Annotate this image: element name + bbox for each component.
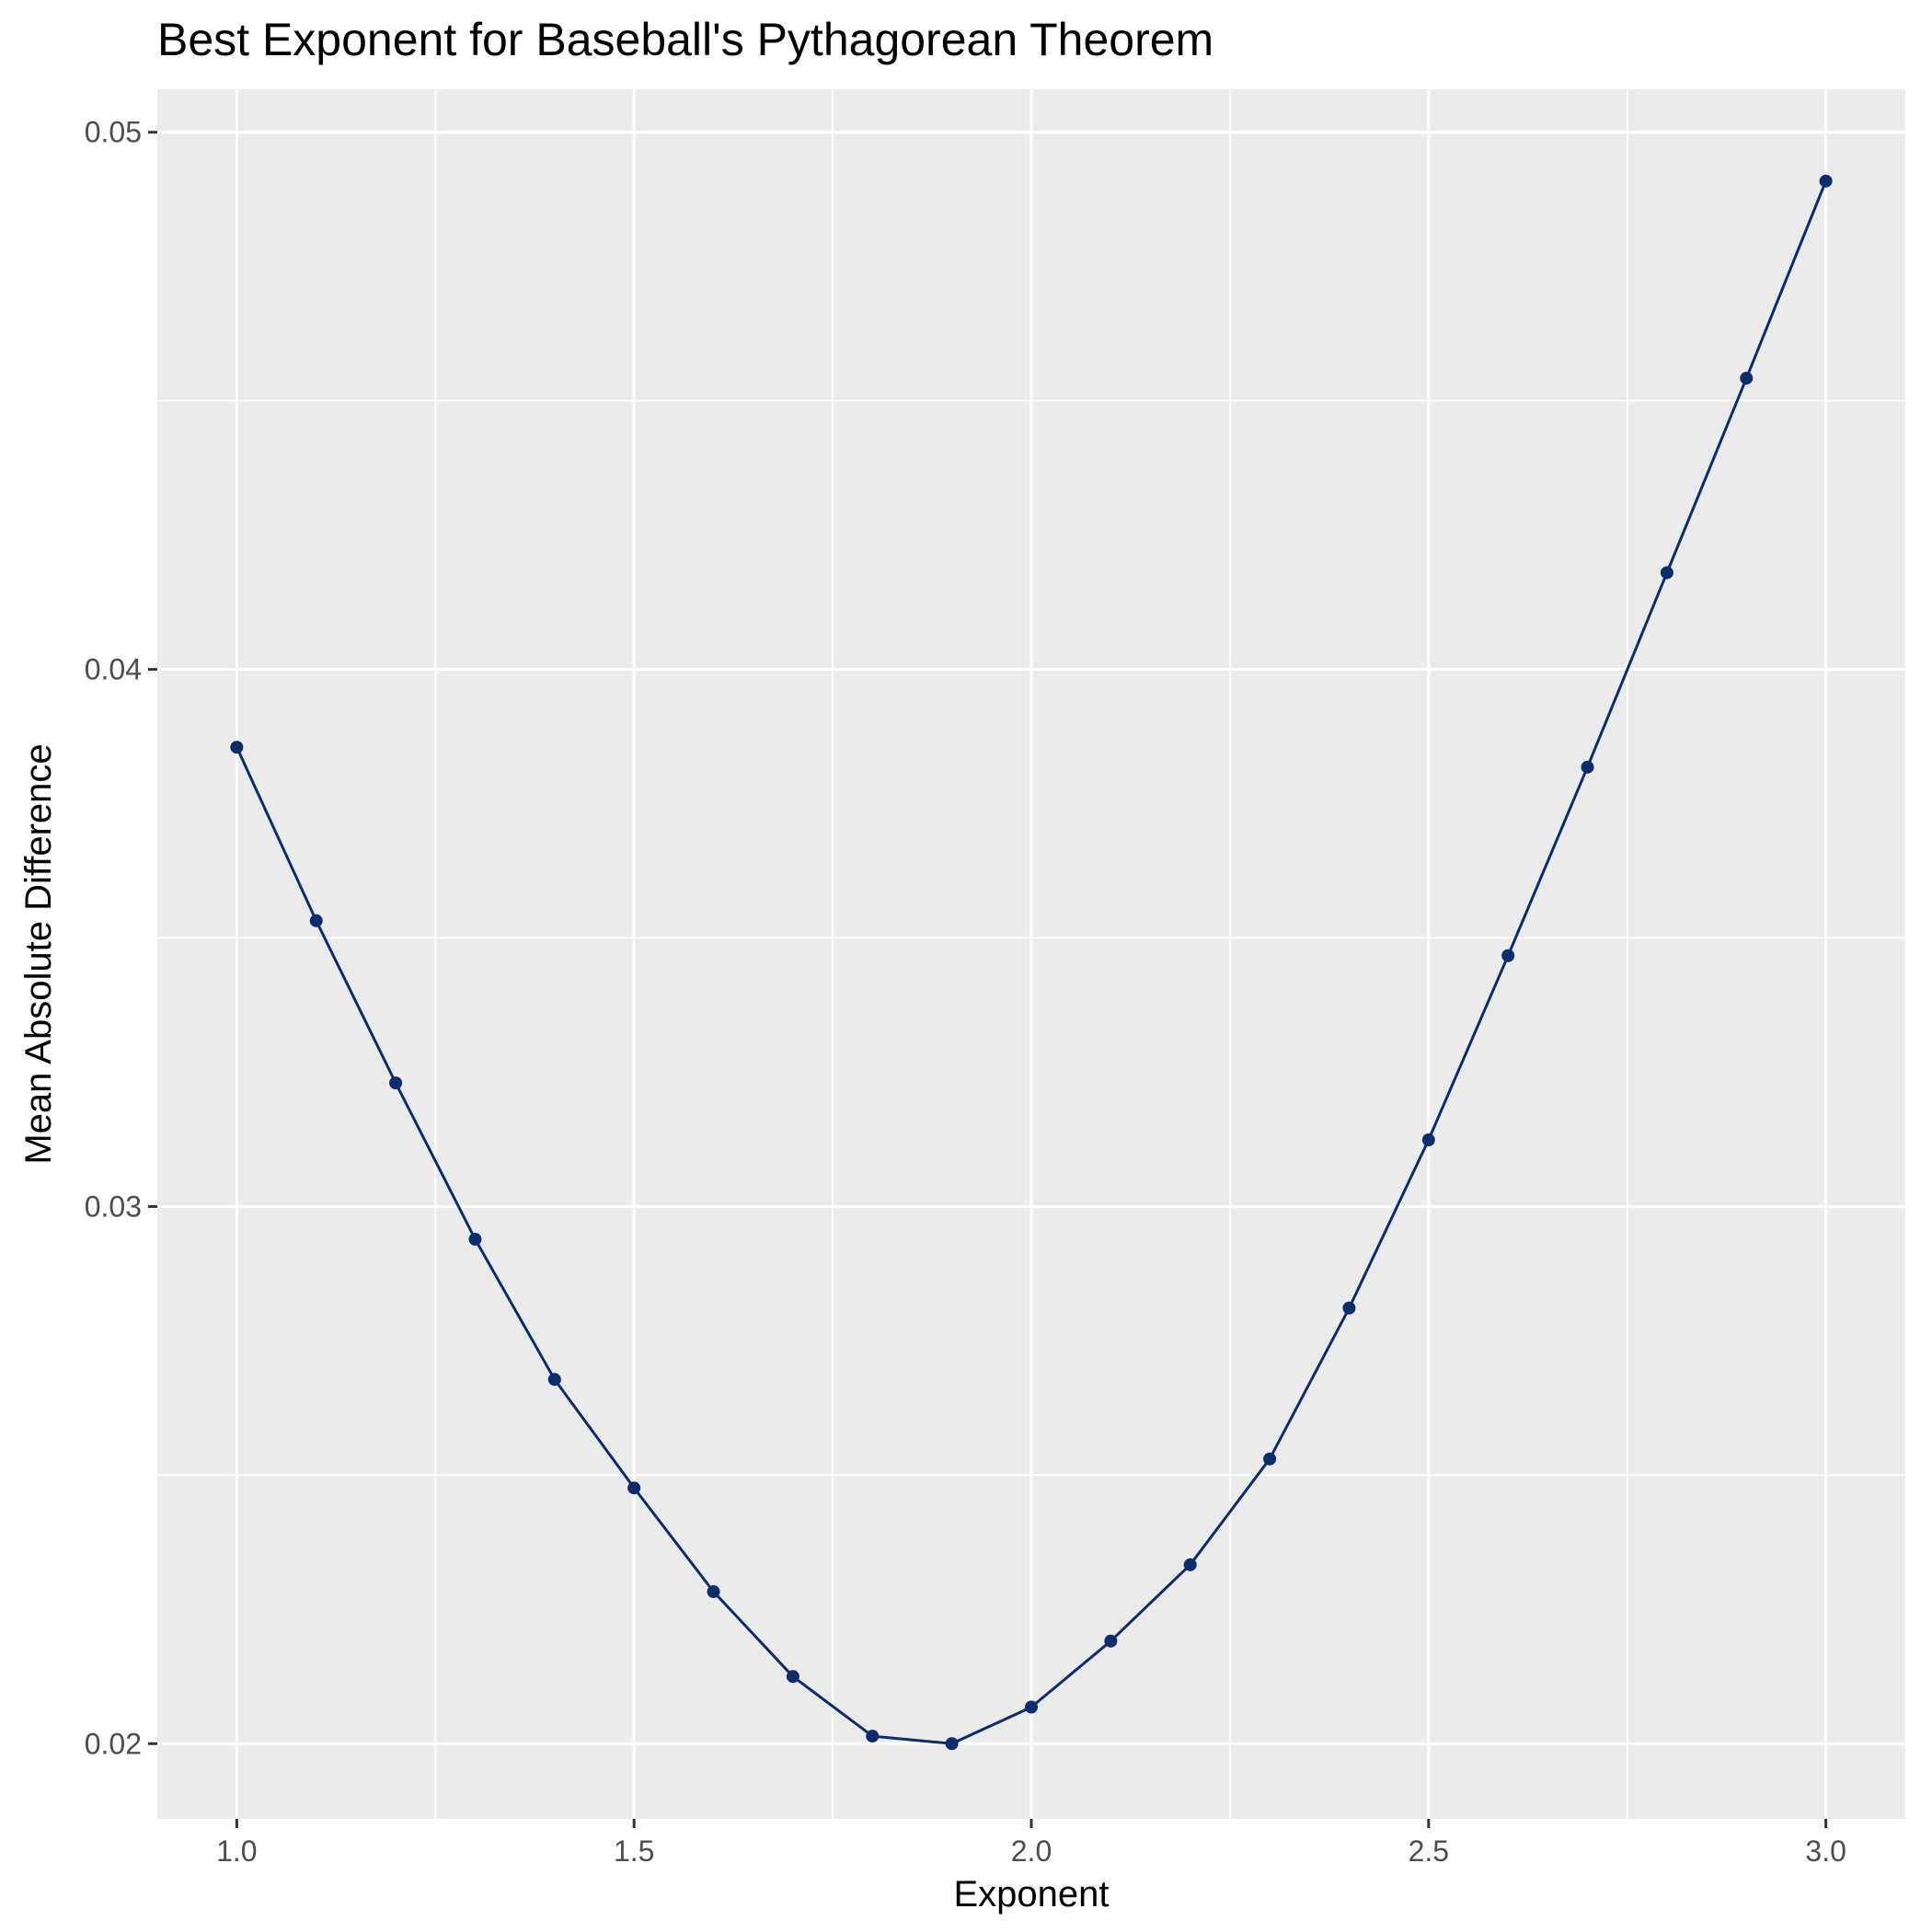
data-point-17 — [1581, 760, 1594, 774]
y-tick-label-0: 0.02 — [85, 1727, 142, 1760]
data-point-7 — [786, 1670, 799, 1684]
data-point-4 — [547, 1373, 561, 1386]
y-axis-title: Mean Absolute Difference — [18, 743, 59, 1164]
data-point-8 — [866, 1730, 880, 1743]
data-point-12 — [1183, 1558, 1197, 1571]
data-point-18 — [1660, 566, 1673, 580]
data-point-11 — [1104, 1634, 1118, 1648]
series-layer — [230, 174, 1833, 1751]
data-point-15 — [1421, 1133, 1435, 1147]
y-axis: 0.02 0.03 0.04 0.05 — [85, 116, 157, 1760]
x-axis-title: Exponent — [953, 1874, 1109, 1915]
major-grid — [157, 89, 1905, 1819]
data-point-16 — [1501, 949, 1515, 962]
data-point-1 — [309, 914, 323, 927]
y-tick-label-2: 0.04 — [85, 653, 142, 686]
data-point-0 — [230, 741, 244, 754]
y-tick-label-1: 0.03 — [85, 1190, 142, 1223]
data-point-14 — [1342, 1301, 1356, 1315]
data-point-9 — [945, 1737, 959, 1751]
y-tick-label-3: 0.05 — [85, 116, 142, 149]
chart-title: Best Exponent for Baseball's Pythagorean… — [157, 14, 1213, 65]
x-tick-label-1: 1.5 — [614, 1834, 654, 1868]
x-tick-label-4: 3.0 — [1805, 1834, 1846, 1868]
data-point-5 — [627, 1481, 641, 1495]
x-tick-label-0: 1.0 — [216, 1834, 257, 1868]
x-axis: 1.0 1.5 2.0 2.5 3.0 — [216, 1819, 1846, 1868]
data-point-10 — [1025, 1700, 1038, 1714]
data-point-6 — [707, 1585, 720, 1599]
data-point-3 — [468, 1233, 482, 1247]
data-point-19 — [1740, 372, 1754, 385]
x-tick-label-3: 2.5 — [1409, 1834, 1449, 1868]
data-point-20 — [1819, 174, 1833, 188]
x-tick-label-2: 2.0 — [1011, 1834, 1052, 1868]
data-point-13 — [1263, 1452, 1277, 1466]
data-point-2 — [389, 1076, 403, 1090]
